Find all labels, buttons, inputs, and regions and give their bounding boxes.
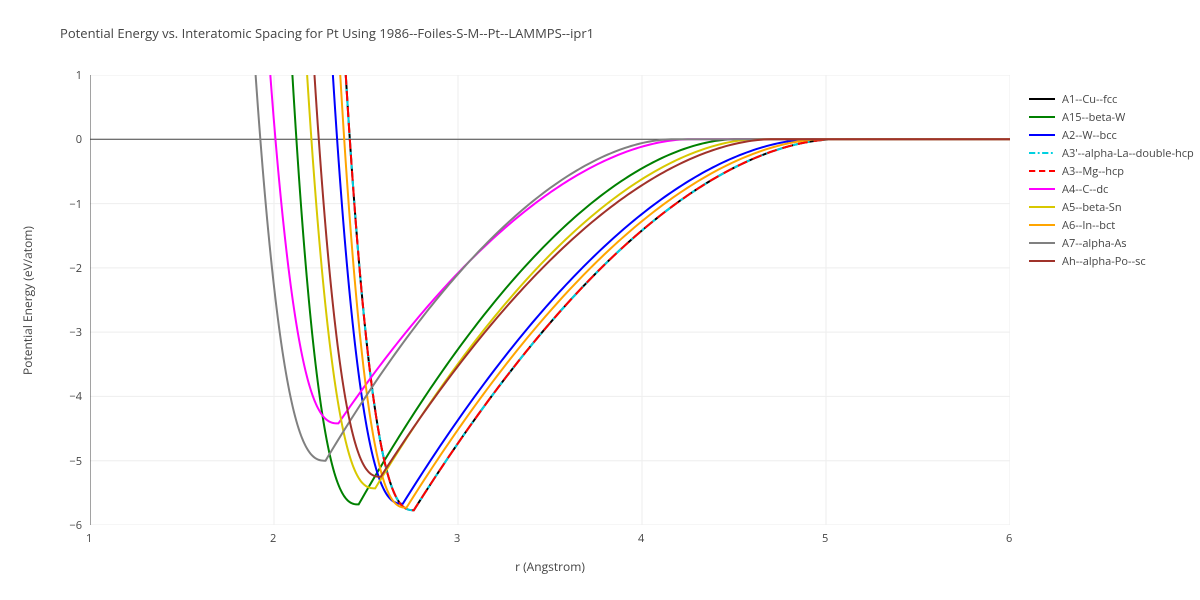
x-tick-label: 5 <box>822 531 828 546</box>
legend-swatch <box>1028 92 1056 106</box>
legend-swatch <box>1028 200 1056 214</box>
series-line[interactable] <box>270 75 1010 423</box>
legend-swatch <box>1028 164 1056 178</box>
y-tick-label: 0 <box>76 132 82 147</box>
chart-legend: A1--Cu--fcc A15--beta-W A2--W--bcc A3'--alp… <box>1028 90 1194 270</box>
y-tick-label: −1 <box>69 197 82 212</box>
chart-plot-area <box>90 75 1010 525</box>
legend-label: A7--alpha-As <box>1062 236 1127 251</box>
y-axis-label: Potential Energy (eV/atom) <box>19 226 36 375</box>
legend-swatch <box>1028 254 1056 268</box>
y-tick-label: −6 <box>69 518 82 533</box>
legend-label: A1--Cu--fcc <box>1062 92 1117 107</box>
legend-item[interactable]: A1--Cu--fcc <box>1028 90 1194 108</box>
x-tick-label: 6 <box>1006 531 1012 546</box>
y-tick-label: 1 <box>76 68 82 83</box>
y-axis-label-container: Potential Energy (eV/atom) <box>18 75 36 525</box>
legend-swatch <box>1028 110 1056 124</box>
legend-label: A3--Mg--hcp <box>1062 164 1124 179</box>
legend-label: A5--beta-Sn <box>1062 200 1122 215</box>
x-tick-label: 1 <box>86 531 92 546</box>
legend-item[interactable]: A7--alpha-As <box>1028 234 1194 252</box>
legend-label: A2--W--bcc <box>1062 128 1117 143</box>
x-axis-label: r (Angstrom) <box>90 558 1010 575</box>
legend-swatch <box>1028 218 1056 232</box>
x-tick-label: 4 <box>638 531 644 546</box>
legend-item[interactable]: A2--W--bcc <box>1028 126 1194 144</box>
legend-label: Ah--alpha-Po--sc <box>1062 254 1146 269</box>
y-tick-label: −2 <box>69 261 82 276</box>
legend-item[interactable]: A15--beta-W <box>1028 108 1194 126</box>
legend-label: A6--In--bct <box>1062 218 1115 233</box>
legend-swatch <box>1028 128 1056 142</box>
series-line[interactable] <box>314 75 1010 477</box>
x-tick-label: 3 <box>454 531 460 546</box>
series-line[interactable] <box>307 75 1010 488</box>
y-tick-label: −4 <box>69 389 82 404</box>
x-tick-label: 2 <box>270 531 276 546</box>
legend-item[interactable]: Ah--alpha-Po--sc <box>1028 252 1194 270</box>
chart-title: Potential Energy vs. Interatomic Spacing… <box>60 24 594 42</box>
y-tick-label: −3 <box>69 325 82 340</box>
legend-swatch <box>1028 146 1056 160</box>
legend-item[interactable]: A6--In--bct <box>1028 216 1194 234</box>
legend-item[interactable]: A3--Mg--hcp <box>1028 162 1194 180</box>
legend-swatch <box>1028 236 1056 250</box>
legend-item[interactable]: A4--C--dc <box>1028 180 1194 198</box>
legend-label: A4--C--dc <box>1062 182 1108 197</box>
legend-label: A15--beta-W <box>1062 110 1125 125</box>
y-tick-label: −5 <box>69 454 82 469</box>
legend-item[interactable]: A3'--alpha-La--double-hcp <box>1028 144 1194 162</box>
legend-label: A3'--alpha-La--double-hcp <box>1062 146 1194 161</box>
legend-swatch <box>1028 182 1056 196</box>
legend-item[interactable]: A5--beta-Sn <box>1028 198 1194 216</box>
